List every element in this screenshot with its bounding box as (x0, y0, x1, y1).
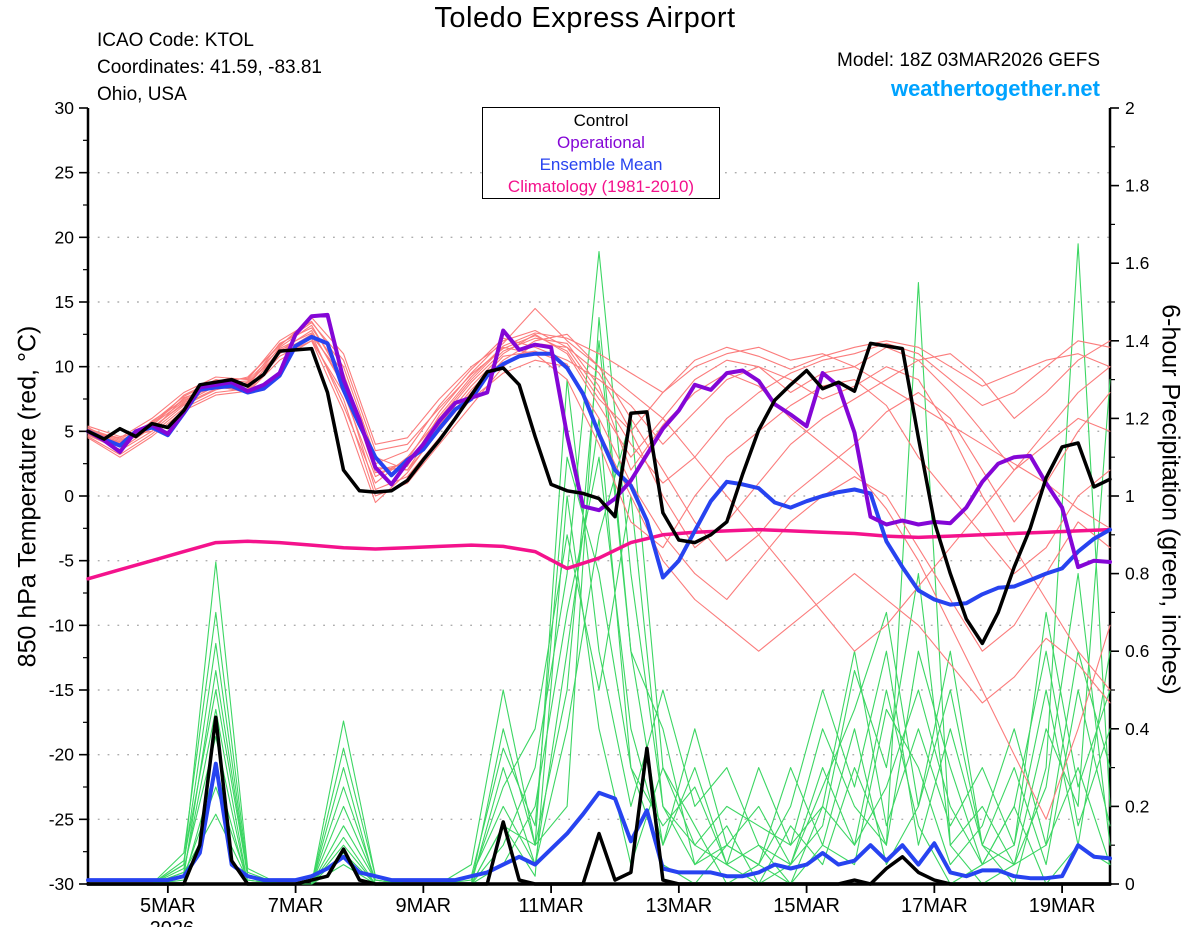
model-info: Model: 18Z 03MAR2026 GEFS (837, 50, 1100, 71)
y-left-tick-label: 5 (64, 421, 74, 441)
y-left-tick-label: -25 (49, 809, 74, 829)
website-link[interactable]: weathertogether.net (890, 76, 1100, 101)
y-left-tick-label: -10 (49, 615, 75, 635)
x-tick-label: 9MAR (396, 895, 452, 917)
x-tick-label: 7MAR (268, 895, 324, 917)
page-title: Toledo Express Airport (434, 2, 736, 34)
right-axis-title: 6-hour Precipitation (green, inches) (1156, 304, 1185, 695)
y-left-tick-label: 20 (55, 227, 75, 247)
legend-item-climatology: Climatology (1981-2010) (507, 177, 695, 196)
legend-item-operational: Operational (557, 133, 645, 152)
x-tick-label: 19MAR (1029, 895, 1096, 917)
y-left-tick-label: 10 (55, 357, 75, 377)
station-icao: ICAO Code: KTOL (97, 30, 254, 51)
y-right-tick-label: 2 (1125, 98, 1135, 118)
station-info: ICAO Code: KTOL Coordinates: 41.59, -83.… (97, 27, 322, 108)
y-right-tick-label: 1.8 (1125, 176, 1149, 196)
y-left-tick-label: -20 (49, 745, 75, 765)
y-right-tick-label: 1.2 (1125, 408, 1149, 428)
left-axis-title: 850 hPa Temperature (red, °C) (13, 325, 42, 668)
station-region: Ohio, USA (97, 84, 187, 105)
x-tick-label: 17MAR (901, 895, 968, 917)
legend-item-control: Control (573, 111, 629, 130)
y-left-tick-label: 25 (55, 163, 74, 183)
y-left-tick-label: -30 (49, 874, 75, 894)
x-tick-label: 15MAR (773, 895, 840, 917)
y-right-tick-label: 0 (1125, 874, 1135, 894)
y-right-tick-label: 1 (1125, 486, 1135, 506)
y-left-tick-label: -15 (49, 680, 74, 700)
x-tick-label: 13MAR (645, 895, 712, 917)
x-tick-sublabel: 2026 (150, 918, 195, 927)
y-right-tick-label: 0.2 (1125, 796, 1149, 816)
y-left-tick-label: -5 (58, 551, 74, 571)
x-tick-label: 5MAR (140, 895, 196, 917)
y-right-tick-label: 0.6 (1125, 641, 1149, 661)
station-coordinates: Coordinates: 41.59, -83.81 (97, 57, 322, 78)
y-left-tick-label: 0 (64, 486, 74, 506)
legend: Control Operational Ensemble Mean Climat… (482, 107, 720, 199)
legend-item-ensemble-mean: Ensemble Mean (539, 155, 663, 174)
y-right-tick-label: 1.4 (1125, 331, 1150, 351)
y-left-tick-label: 15 (55, 292, 74, 312)
y-left-tick-label: 30 (55, 98, 75, 118)
x-tick-label: 11MAR (518, 895, 583, 917)
y-right-tick-label: 0.8 (1125, 564, 1149, 584)
y-right-tick-label: 0.4 (1125, 719, 1150, 739)
y-right-tick-label: 1.6 (1125, 253, 1149, 273)
